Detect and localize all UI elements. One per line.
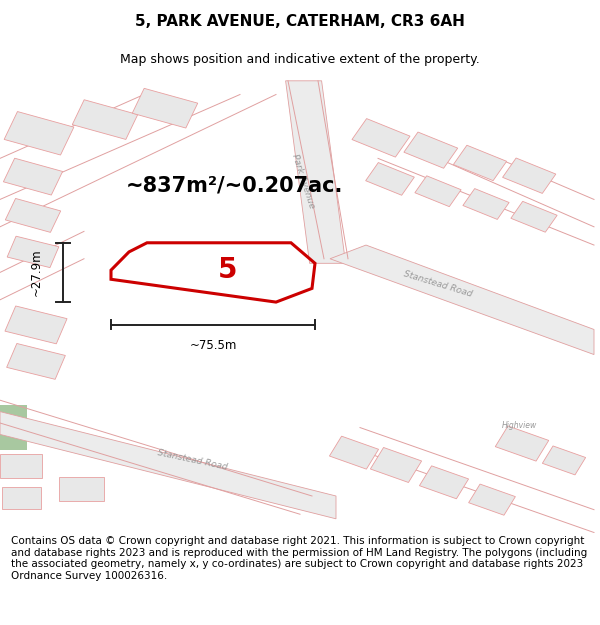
Polygon shape [542,446,586,475]
Polygon shape [5,199,61,232]
Polygon shape [59,478,104,501]
Polygon shape [454,145,506,181]
Text: ~837m²/~0.207ac.: ~837m²/~0.207ac. [126,176,343,196]
Text: Park Avenue: Park Avenue [290,152,316,209]
Polygon shape [0,454,42,478]
Polygon shape [495,426,549,461]
Polygon shape [352,119,410,157]
Polygon shape [330,245,594,354]
Text: 5, PARK AVENUE, CATERHAM, CR3 6AH: 5, PARK AVENUE, CATERHAM, CR3 6AH [135,14,465,29]
Polygon shape [365,162,415,195]
Polygon shape [463,189,509,219]
Polygon shape [370,448,422,482]
Polygon shape [286,81,346,263]
Polygon shape [2,488,41,509]
Text: ~75.5m: ~75.5m [190,339,236,352]
Text: 5: 5 [218,256,238,284]
Text: Contains OS data © Crown copyright and database right 2021. This information is : Contains OS data © Crown copyright and d… [11,536,587,581]
Polygon shape [72,100,138,139]
Polygon shape [4,111,74,155]
Polygon shape [503,158,556,193]
Polygon shape [404,132,458,168]
Polygon shape [7,344,65,379]
Polygon shape [469,484,515,515]
Polygon shape [419,466,469,499]
Polygon shape [415,176,461,207]
Polygon shape [329,436,379,469]
FancyBboxPatch shape [0,405,27,451]
Polygon shape [0,412,336,519]
Text: Highview: Highview [502,421,536,430]
Polygon shape [511,201,557,232]
Polygon shape [5,306,67,344]
Text: Map shows position and indicative extent of the property.: Map shows position and indicative extent… [120,53,480,66]
Polygon shape [7,236,59,268]
Polygon shape [4,158,62,195]
Text: Stanstead Road: Stanstead Road [403,269,473,299]
Text: ~27.9m: ~27.9m [29,249,43,296]
Text: Stanstead Road: Stanstead Road [156,448,228,471]
Polygon shape [132,88,198,128]
